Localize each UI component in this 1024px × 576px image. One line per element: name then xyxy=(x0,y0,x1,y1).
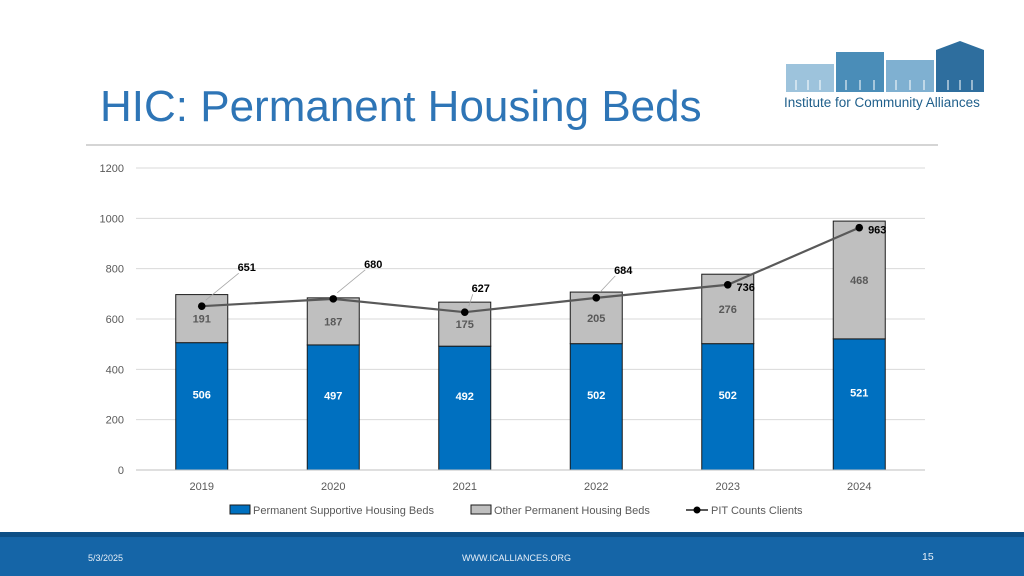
bar-psh xyxy=(438,345,492,471)
label-leader xyxy=(205,272,240,301)
x-tick-label: 2024 xyxy=(847,481,871,493)
organization-logo: Institute for Community Alliances xyxy=(782,38,986,118)
legend-swatch-psh xyxy=(229,504,251,515)
bar-label-psh: 502 xyxy=(587,390,605,402)
footer-band-top xyxy=(0,532,1024,537)
pit-label: 651 xyxy=(238,262,256,274)
y-tick-label: 0 xyxy=(118,465,124,477)
y-tick-label: 600 xyxy=(106,314,124,326)
y-tick-label: 800 xyxy=(106,264,124,276)
legend-label-psh: Permanent Supportive Housing Beds xyxy=(253,505,434,517)
x-tick-label: 2020 xyxy=(321,481,345,493)
pit-label: 736 xyxy=(737,282,755,294)
label-leader xyxy=(468,294,474,307)
bar-psh xyxy=(175,342,229,471)
bar-label-psh: 492 xyxy=(456,391,474,403)
slide-title: HIC: Permanent Housing Beds xyxy=(100,82,702,131)
bar-label-psh: 497 xyxy=(324,390,342,402)
bar-label-psh: 506 xyxy=(193,389,211,401)
y-tick-label: 1000 xyxy=(100,213,124,225)
legend-swatch-other xyxy=(470,504,492,515)
bar-psh xyxy=(701,343,755,471)
pit-label: 684 xyxy=(614,265,633,277)
label-leader xyxy=(599,275,616,293)
footer-band xyxy=(0,532,1024,576)
logo-text: Institute for Community Alliances xyxy=(784,95,980,110)
bar-label-other: 276 xyxy=(719,304,737,316)
pit-label: 963 xyxy=(868,225,886,237)
bar-other xyxy=(832,220,886,340)
label-leader xyxy=(336,269,366,294)
legend-label-pit: PIT Counts Clients xyxy=(711,505,803,517)
bar-psh xyxy=(832,338,886,471)
legend-marker-pit xyxy=(693,506,701,514)
footer-url: WWW.ICALLIANCES.ORG xyxy=(462,553,572,563)
x-tick-label: 2021 xyxy=(453,481,477,493)
housing-skyline-icon xyxy=(786,41,984,92)
y-tick-label: 400 xyxy=(106,364,124,376)
housing-beds-chart: 0 200 400 600 800 1000 1200 506 191 2019 497 187 202… xyxy=(100,163,925,517)
legend-label-other: Other Permanent Housing Beds xyxy=(494,505,650,517)
x-tick-label: 2019 xyxy=(190,481,214,493)
bar-label-other: 205 xyxy=(587,313,605,325)
x-tick-label: 2023 xyxy=(716,481,740,493)
pit-label: 680 xyxy=(364,259,382,271)
y-tick-label: 1200 xyxy=(100,163,124,175)
pit-point xyxy=(592,294,601,302)
x-tick-label: 2022 xyxy=(584,481,608,493)
pit-label: 627 xyxy=(472,283,490,295)
bar-psh xyxy=(306,344,360,471)
pit-point xyxy=(855,223,864,232)
pit-line xyxy=(201,226,860,314)
pit-point xyxy=(197,302,206,310)
page-number: 15 xyxy=(922,551,934,563)
bar-label-psh: 521 xyxy=(850,387,868,399)
bar-psh xyxy=(569,343,623,471)
bar-label-other: 175 xyxy=(456,319,474,331)
title-divider xyxy=(86,144,938,146)
footer-date: 5/3/2025 xyxy=(88,553,124,563)
pit-point xyxy=(723,280,732,289)
bar-label-psh: 502 xyxy=(719,390,737,402)
bar-other xyxy=(175,294,229,344)
bar-label-other: 191 xyxy=(193,314,211,326)
y-tick-label: 200 xyxy=(106,415,124,427)
bar-label-other: 187 xyxy=(324,316,342,328)
pit-point xyxy=(329,295,338,303)
bar-label-other: 468 xyxy=(850,275,868,287)
pit-point xyxy=(460,308,469,317)
bar-other xyxy=(306,297,360,346)
